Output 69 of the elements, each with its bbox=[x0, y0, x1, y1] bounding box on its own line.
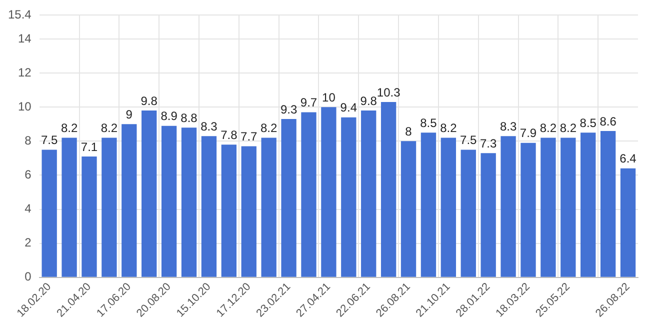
bar bbox=[420, 132, 436, 277]
data-label: 9.4 bbox=[340, 100, 358, 115]
bar bbox=[380, 102, 396, 277]
data-label: 8.2 bbox=[260, 121, 278, 136]
bar bbox=[600, 130, 616, 277]
bar bbox=[261, 138, 276, 277]
bar bbox=[620, 168, 636, 277]
bar bbox=[480, 153, 496, 277]
y-tick-label: 10 bbox=[18, 99, 32, 114]
data-label: 10 bbox=[322, 90, 336, 104]
bar bbox=[122, 124, 137, 277]
bar bbox=[341, 117, 356, 277]
data-label: 8.6 bbox=[600, 114, 617, 128]
y-tick-label: 12 bbox=[18, 65, 32, 80]
y-tick-label: 8 bbox=[24, 134, 32, 148]
bar bbox=[540, 138, 556, 277]
data-label: 9 bbox=[126, 107, 133, 122]
data-label: 8 bbox=[405, 124, 412, 138]
data-label: 8.3 bbox=[200, 119, 218, 134]
data-label: 7.5 bbox=[40, 133, 58, 148]
data-label: 8.2 bbox=[560, 121, 577, 136]
bar bbox=[201, 136, 217, 277]
data-label: 9.3 bbox=[280, 102, 298, 116]
data-label: 10.3 bbox=[376, 85, 401, 100]
data-label: 8.9 bbox=[160, 109, 178, 124]
bar bbox=[301, 112, 316, 277]
bar bbox=[500, 136, 516, 277]
bar bbox=[82, 156, 97, 277]
data-label: 9.7 bbox=[300, 96, 318, 110]
bar bbox=[400, 141, 416, 277]
data-label: 7.9 bbox=[520, 126, 537, 140]
bar bbox=[361, 110, 376, 277]
bar bbox=[181, 128, 197, 277]
y-tick-label: 4 bbox=[24, 202, 32, 216]
data-label: 7.7 bbox=[240, 130, 258, 144]
data-label: 8.5 bbox=[580, 116, 597, 130]
data-label: 8.2 bbox=[440, 121, 458, 136]
y-tick-label: 14 bbox=[18, 31, 32, 46]
bar bbox=[321, 107, 336, 277]
bar bbox=[102, 138, 117, 277]
y-tick-label: 15.4 bbox=[8, 8, 32, 22]
data-label: 8.2 bbox=[100, 121, 118, 136]
bar bbox=[281, 119, 296, 277]
bar bbox=[580, 132, 596, 277]
bar bbox=[42, 150, 57, 277]
data-label: 8.2 bbox=[60, 121, 78, 136]
y-tick-label: 2 bbox=[24, 236, 32, 250]
data-label: 8.8 bbox=[180, 110, 198, 125]
data-label: 7.8 bbox=[220, 128, 238, 142]
bar bbox=[142, 110, 157, 277]
bar bbox=[221, 144, 237, 277]
bar bbox=[62, 138, 77, 277]
y-tick-label: 0 bbox=[24, 270, 32, 284]
bar bbox=[460, 150, 476, 277]
data-label: 8.2 bbox=[540, 121, 557, 136]
data-label: 9.8 bbox=[360, 94, 378, 108]
bar bbox=[440, 138, 456, 277]
data-label: 8.3 bbox=[500, 119, 517, 134]
y-tick-label: 6 bbox=[24, 168, 32, 182]
bar bbox=[161, 126, 177, 277]
bar bbox=[560, 138, 576, 277]
data-label: 6.4 bbox=[620, 152, 637, 166]
data-label: 7.3 bbox=[480, 136, 498, 150]
data-label: 9.8 bbox=[140, 94, 158, 108]
bar bbox=[241, 146, 256, 277]
data-label: 8.5 bbox=[420, 116, 438, 130]
data-label: 7.5 bbox=[460, 133, 478, 148]
data-label: 7.1 bbox=[80, 140, 98, 154]
bar bbox=[520, 142, 536, 277]
